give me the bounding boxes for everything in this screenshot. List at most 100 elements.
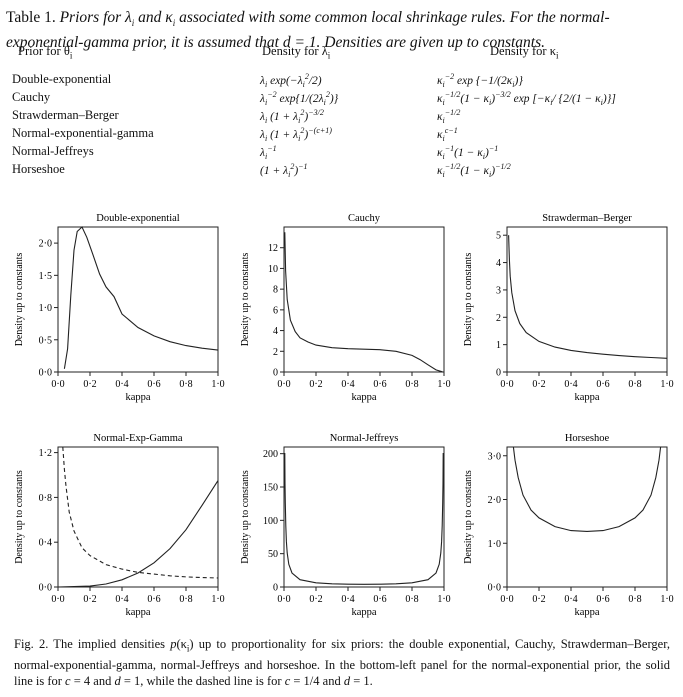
x-tick-label: 0·4 bbox=[564, 594, 577, 605]
series-line-0 bbox=[284, 452, 444, 585]
x-tick-label: 0·2 bbox=[83, 379, 96, 390]
y-tick-label: 0·5 bbox=[39, 335, 52, 346]
series-line-0 bbox=[284, 232, 443, 373]
y-tick-label: 8 bbox=[273, 285, 278, 296]
y-tick-label: 0 bbox=[273, 583, 278, 594]
x-tick-label: 1·0 bbox=[437, 594, 450, 605]
y-tick-label: 2 bbox=[496, 313, 501, 324]
x-tick-label: 0·8 bbox=[179, 594, 192, 605]
panel-title: Strawderman–Berger bbox=[542, 213, 632, 224]
y-tick-label: 1·2 bbox=[39, 448, 52, 459]
table-row-lambda-density: λi−1 bbox=[260, 144, 277, 162]
x-tick-label: 0·6 bbox=[373, 379, 386, 390]
y-axis-label: Density up to constants bbox=[14, 470, 25, 564]
x-tick-label: 0·0 bbox=[51, 379, 64, 390]
x-axis-label: kappa bbox=[351, 392, 376, 403]
y-tick-label: 0·0 bbox=[39, 583, 52, 594]
y-tick-label: 1 bbox=[496, 340, 501, 351]
panel-title: Horseshoe bbox=[565, 433, 610, 444]
y-tick-label: 0·0 bbox=[488, 583, 501, 594]
x-tick-label: 0·0 bbox=[500, 379, 513, 390]
y-tick-label: 6 bbox=[273, 305, 278, 316]
y-tick-label: 4 bbox=[273, 326, 278, 337]
table-row-kappa-density: κic−1 bbox=[437, 126, 458, 144]
x-tick-label: 0·0 bbox=[277, 379, 290, 390]
x-tick-label: 0·2 bbox=[532, 594, 545, 605]
panel-title: Normal-Exp-Gamma bbox=[93, 433, 183, 444]
table-row-lambda-density: λi (1 + λi2)−(c+1) bbox=[260, 126, 332, 144]
y-axis-label: Density up to constants bbox=[240, 470, 251, 564]
table-row-kappa-density: κi−1(1 − κi)−1 bbox=[437, 144, 499, 162]
table-row-prior: Horseshoe bbox=[12, 162, 65, 176]
x-axis-label: kappa bbox=[125, 392, 150, 403]
y-tick-label: 2 bbox=[273, 347, 278, 358]
table-row-kappa-density: κi−1/2(1 − κi)−3/2 exp [−κi/ {2/(1 − κi)… bbox=[437, 90, 616, 108]
panel-3: Normal-Exp-Gamma 0·0 0·2 0·4 0·6 0·8 1·0 0·0 0·4… bbox=[14, 433, 225, 618]
y-tick-label: 3·0 bbox=[488, 451, 501, 462]
x-tick-label: 0·0 bbox=[277, 594, 290, 605]
y-tick-label: 0·8 bbox=[39, 493, 52, 504]
y-tick-label: 5 bbox=[496, 231, 501, 242]
table-col-lambda: Density for λi bbox=[262, 44, 331, 61]
y-tick-label: 50 bbox=[268, 549, 278, 560]
y-tick-label: 1·0 bbox=[488, 539, 501, 550]
panel-title: Double-exponential bbox=[96, 213, 179, 224]
x-tick-label: 0·8 bbox=[179, 379, 192, 390]
series-line-0 bbox=[63, 226, 219, 369]
x-tick-label: 0·8 bbox=[405, 379, 418, 390]
panel-title: Cauchy bbox=[348, 213, 381, 224]
x-tick-label: 0·4 bbox=[341, 594, 354, 605]
panel-2: Strawderman–Berger 0·0 0·2 0·4 0·6 0·8 1·0 0 1 2 3… bbox=[463, 213, 674, 403]
x-tick-label: 0·2 bbox=[532, 379, 545, 390]
table-row-kappa-density: κi−1/2 bbox=[437, 108, 461, 126]
y-tick-label: 4 bbox=[496, 258, 501, 269]
series-line-0 bbox=[57, 480, 219, 588]
x-axis-label: kappa bbox=[574, 392, 599, 403]
panel-5: Horseshoe 0·0 0·2 0·4 0·6 0·8 1·0 0·0 1·0 2·0 3·0 k… bbox=[463, 433, 674, 618]
table-col-prior: Prior for θi bbox=[18, 44, 73, 61]
plot-frame bbox=[283, 226, 445, 373]
x-tick-label: 0·2 bbox=[309, 379, 322, 390]
table-caption-text: Priors for λi and κi associated with som… bbox=[6, 9, 610, 52]
x-tick-label: 0·8 bbox=[628, 379, 641, 390]
x-axis-label: kappa bbox=[351, 607, 376, 618]
x-tick-label: 1·0 bbox=[660, 594, 673, 605]
x-tick-label: 0·4 bbox=[341, 379, 354, 390]
y-tick-label: 0·4 bbox=[39, 538, 52, 549]
figure-caption: Fig. 2. The implied densities p(κi) up t… bbox=[14, 637, 670, 688]
x-tick-label: 0·8 bbox=[628, 594, 641, 605]
x-axis-label: kappa bbox=[125, 607, 150, 618]
y-tick-label: 2·0 bbox=[488, 495, 501, 506]
table-row-prior: Cauchy bbox=[12, 90, 51, 104]
y-tick-label: 0 bbox=[273, 368, 278, 379]
table-row-lambda-density: (1 + λi2)−1 bbox=[260, 162, 308, 180]
table-row-lambda-density: λi−2 exp{1/(2λi2)} bbox=[260, 90, 339, 108]
table-row-prior: Double-exponential bbox=[12, 72, 112, 86]
x-tick-label: 1·0 bbox=[211, 594, 224, 605]
y-axis-label: Density up to constants bbox=[463, 470, 474, 564]
x-tick-label: 0·6 bbox=[596, 594, 609, 605]
x-tick-label: 1·0 bbox=[211, 379, 224, 390]
plot-frame bbox=[506, 446, 668, 588]
x-tick-label: 0·2 bbox=[83, 594, 96, 605]
y-tick-label: 0 bbox=[496, 368, 501, 379]
y-tick-label: 3 bbox=[496, 285, 501, 296]
y-tick-label: 2·0 bbox=[39, 239, 52, 250]
y-tick-label: 100 bbox=[263, 516, 278, 527]
x-tick-label: 0·8 bbox=[405, 594, 418, 605]
x-tick-label: 0·4 bbox=[564, 379, 577, 390]
series-line-1 bbox=[62, 446, 219, 579]
table-row-lambda-density: λi (1 + λi2)−3/2 bbox=[260, 108, 324, 126]
y-tick-label: 1·5 bbox=[39, 271, 52, 282]
y-tick-label: 12 bbox=[268, 243, 278, 254]
table-row-kappa-density: κi−1/2(1 − κi)−1/2 bbox=[437, 162, 511, 180]
y-tick-label: 150 bbox=[263, 483, 278, 494]
table-row-prior: Normal-Jeffreys bbox=[12, 144, 94, 158]
x-tick-label: 0·6 bbox=[147, 594, 160, 605]
table-1: Table 1. Priors for λi and κi associated… bbox=[6, 8, 674, 52]
y-tick-label: 1·0 bbox=[39, 303, 52, 314]
panel-4: Normal-Jeffreys 0·0 0·2 0·4 0·6 0·8 1·0 0 50 100 1… bbox=[240, 433, 451, 618]
plot-frame bbox=[283, 446, 445, 588]
y-axis-label: Density up to constants bbox=[14, 253, 25, 347]
